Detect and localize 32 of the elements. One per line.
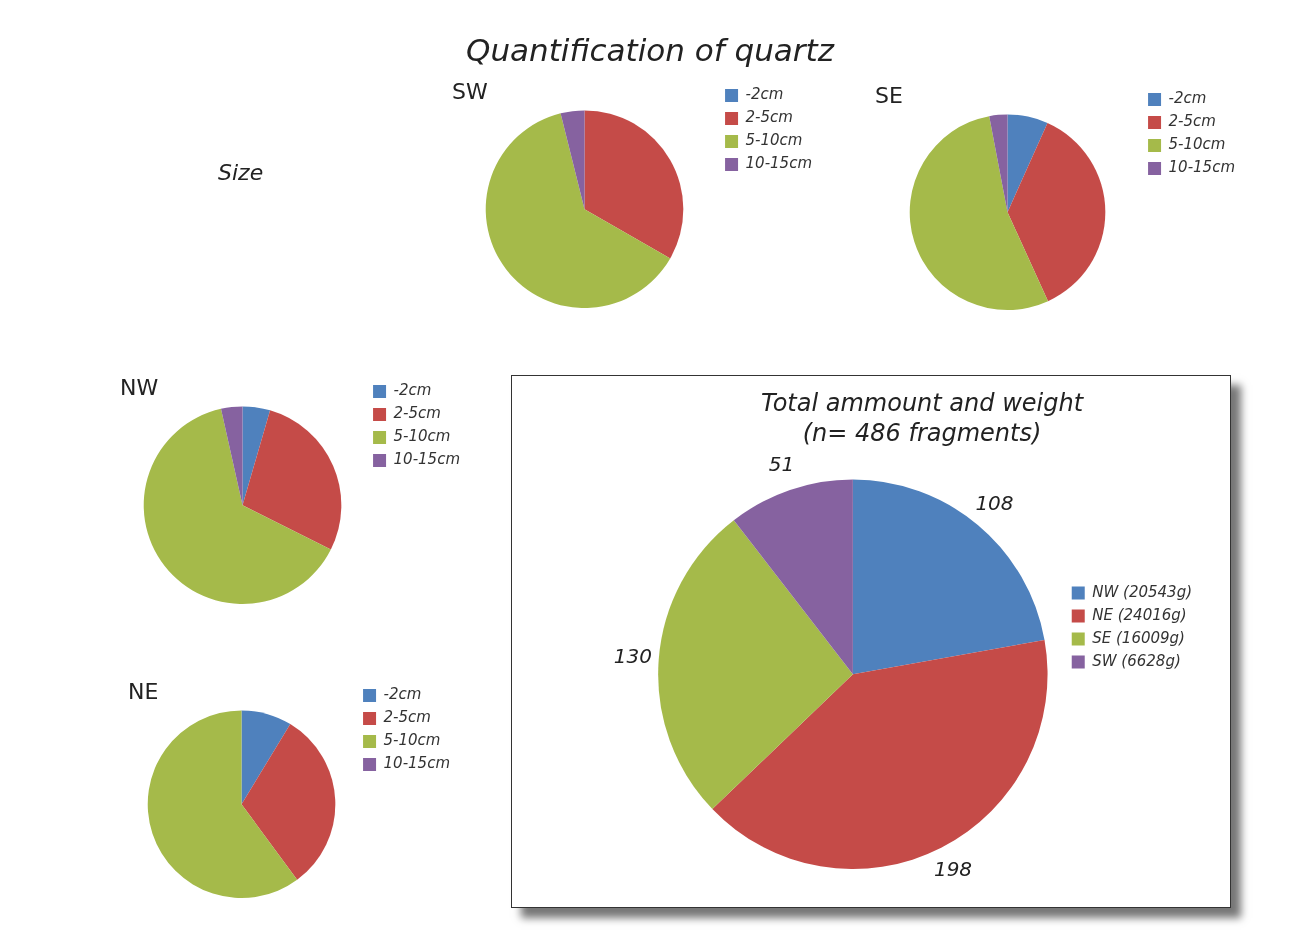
legend-label: 2-5cm [745,108,793,127]
data-label: 51 [768,451,795,476]
legend-label: 5-10cm [745,131,803,150]
legend-label: -2cm [383,685,422,704]
chart-title: Total ammount and weight [760,388,1085,417]
text: Size [218,160,264,185]
data-label: 108 [975,491,1014,516]
legend-label: 2-5cm [1168,112,1216,131]
legend-label: SW (6628g) [1092,651,1181,670]
legend-label: 10-15cm [393,450,461,469]
chart-title: SE [875,82,903,108]
legend-label: 10-15cm [383,754,451,773]
data-label: 130 [613,644,652,669]
legend-label: -2cm [1168,89,1207,108]
chart-title: SW [452,78,488,104]
data-label: 198 [933,857,973,882]
legend-label: 5-10cm [383,731,441,750]
legend-label: 10-15cm [1168,158,1236,177]
text: Quantification of quartz [465,32,836,68]
legend-label: 5-10cm [393,427,451,446]
legend-label: 2-5cm [383,708,431,727]
chart-title: NW [120,374,159,400]
chart-subtitle: (n= 486 fragments) [802,419,1042,448]
legend-label: NE (24016g) [1092,605,1187,624]
legend-label: 2-5cm [393,404,441,423]
legend-label: -2cm [393,381,432,400]
legend-label: SE (16009g) [1092,628,1185,647]
chart-title: NE [128,678,159,704]
legend-label: NW (20543g) [1092,582,1192,601]
legend-label: 10-15cm [745,154,813,173]
legend-label: -2cm [745,85,784,104]
legend-label: 5-10cm [1168,135,1226,154]
